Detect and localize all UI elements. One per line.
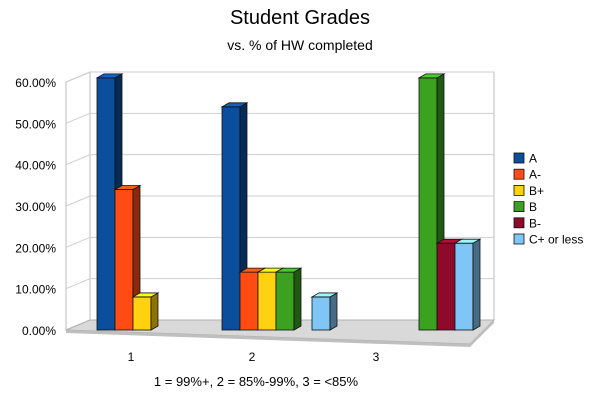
bar-top [417, 73, 446, 79]
y-tick-label: 30.00% [15, 200, 56, 214]
bar-side [472, 238, 481, 331]
gridline [65, 278, 494, 290]
gridline [65, 154, 494, 166]
x-tick-label: 2 [249, 350, 256, 364]
gridline [65, 195, 494, 207]
y-tick-label: 10.00% [15, 283, 56, 297]
legend-label: B- [529, 216, 541, 230]
floor-edge [66, 320, 494, 347]
y-tick-label: 50.00% [15, 117, 56, 131]
bar-front [257, 271, 277, 331]
x-tick-label: 3 [373, 350, 380, 364]
y-axis-ticks: 0.00% 10.00% 20.00% 30.00% 40.00% 50.00% 60.00… [15, 76, 56, 338]
bar-front [454, 242, 474, 331]
y-tick-label: 60.00% [15, 76, 56, 90]
legend-label: A [529, 152, 537, 166]
bar-top [131, 292, 160, 298]
bar-side [150, 292, 159, 331]
gridline [65, 236, 494, 248]
chart-title: Student Grades [230, 7, 370, 29]
legend-label: B+ [529, 184, 544, 198]
bar [131, 292, 160, 331]
gridline [65, 71, 494, 83]
bar [453, 238, 482, 331]
y-tick-label: 20.00% [15, 241, 56, 255]
x-tick-label: 1 [128, 350, 135, 364]
bar-top [310, 292, 339, 298]
legend-swatch [513, 184, 525, 196]
legend-swatch [513, 217, 525, 229]
bar-front [221, 106, 241, 331]
bar-front [275, 271, 295, 331]
bar-top [453, 238, 482, 244]
bar-top [113, 185, 142, 190]
bar-front [239, 271, 259, 331]
chart-subtitle: vs. % of HW completed [227, 37, 373, 53]
bar-front [418, 77, 438, 331]
legend-swatch [513, 168, 525, 180]
plot-area [65, 71, 496, 347]
x-axis-caption: 1 = 99%+, 2 = 85%-99%, 3 = <85% [154, 374, 359, 389]
bar-top [220, 102, 249, 108]
y-tick-label: 0.00% [22, 324, 56, 338]
bar-top [274, 267, 303, 273]
legend-label: A- [529, 168, 541, 182]
bar-front [436, 242, 456, 331]
bar-front [96, 77, 116, 331]
bar [310, 292, 339, 331]
x-axis-categories: 1 2 3 [128, 350, 380, 364]
legend-label: C+ or less [529, 233, 583, 247]
bar-front [132, 296, 152, 331]
bar [274, 267, 303, 331]
bar-front [311, 296, 331, 331]
bar-top [95, 73, 124, 79]
bar-side [293, 267, 302, 331]
legend-swatch [513, 201, 525, 213]
y-tick-label: 40.00% [15, 159, 56, 173]
legend-label: B [529, 200, 537, 214]
bar-side [329, 292, 338, 331]
gridline [65, 112, 494, 124]
legend: A A- B+ B B- C+ or less [513, 152, 583, 247]
bar-front [114, 189, 134, 331]
legend-swatch [513, 152, 525, 164]
legend-swatch [513, 233, 525, 245]
